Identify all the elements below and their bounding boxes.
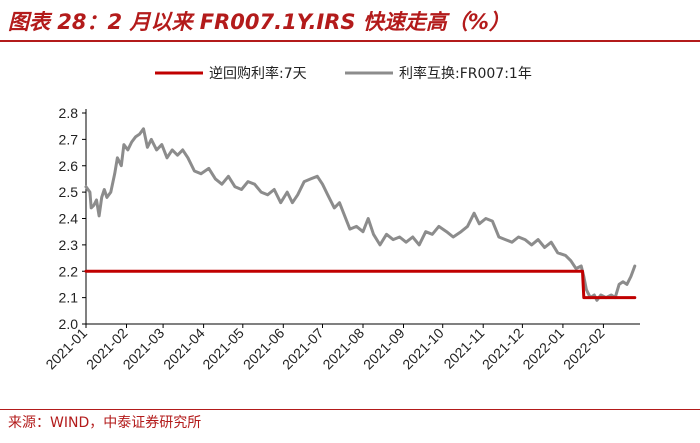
source-note: 来源：WIND，中泰证券研究所 <box>8 415 202 431</box>
y-axis: 2.0 2.1 2.2 2.3 2.4 2.5 2.6 2.7 2.8 <box>59 105 87 332</box>
x-tick-label: 2022-01 <box>519 325 567 373</box>
x-tick-label: 2021-11 <box>440 325 487 372</box>
y-tick-label: 2.3 <box>59 237 79 253</box>
x-tick-label: 2021-06 <box>240 325 288 373</box>
source-divider <box>0 409 700 410</box>
y-tick-label: 2.4 <box>59 211 79 227</box>
x-tick-label: 2021-03 <box>120 325 168 373</box>
y-tick-label: 2.6 <box>59 158 79 174</box>
chart-legend: 逆回购利率:7天 利率互换:FR007:1年 <box>155 65 532 82</box>
x-tick-label: 2021-04 <box>160 325 208 373</box>
title-divider <box>0 40 700 42</box>
line-chart: 逆回购利率:7天 利率互换:FR007:1年 2.0 2.1 2.2 2.3 2.4 2.5… <box>42 65 640 373</box>
x-tick-label: 2021-07 <box>279 325 327 373</box>
y-tick-label: 2.5 <box>59 184 79 200</box>
plot-area <box>84 127 637 302</box>
y-tick-label: 2.8 <box>59 105 79 121</box>
x-tick-label: 2021-12 <box>479 325 527 373</box>
series-line-reverse-repo <box>84 269 637 300</box>
y-tick-label: 2.1 <box>59 290 79 306</box>
legend-label: 利率互换:FR007:1年 <box>399 65 532 82</box>
series-line-irs <box>84 127 637 302</box>
x-tick-label: 2021-10 <box>399 325 447 373</box>
x-axis: 2021-012021-022021-032021-042021-052021-… <box>42 323 640 373</box>
chart-title: 图表 28：2 月以来 FR007.1Y.IRS 快速走高（%） <box>8 10 510 34</box>
legend-label: 逆回购利率:7天 <box>209 65 307 82</box>
y-tick-label: 2.7 <box>59 131 79 147</box>
x-tick-label: 2021-08 <box>319 325 367 373</box>
x-tick-label: 2022-02 <box>560 325 608 373</box>
title-bar: 图表 28：2 月以来 FR007.1Y.IRS 快速走高（%） <box>0 0 700 40</box>
x-tick-label: 2021-09 <box>360 325 408 373</box>
x-tick-label: 2021-05 <box>199 325 247 373</box>
y-tick-label: 2.2 <box>59 263 79 279</box>
y-tick-label: 2.0 <box>59 316 79 332</box>
